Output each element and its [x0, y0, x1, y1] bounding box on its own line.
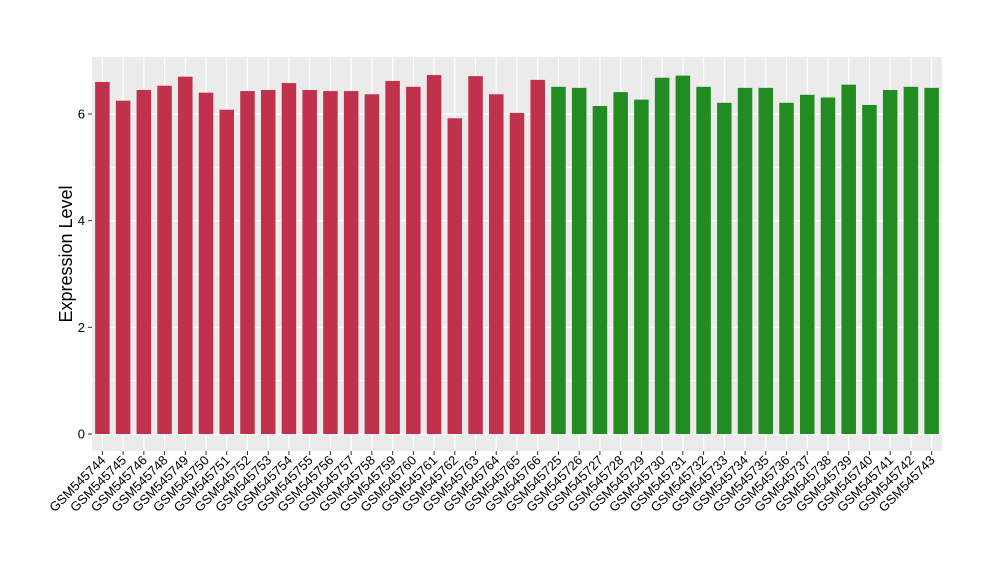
- y-axis: 0 2 4 6: [78, 107, 92, 442]
- bar-GSM545760: [406, 86, 421, 435]
- bar-GSM545765: [509, 112, 525, 434]
- y-tick-label: 6: [78, 107, 85, 122]
- bar-GSM545734: [737, 87, 753, 434]
- bar-GSM545748: [157, 85, 172, 434]
- bar-GSM545725: [551, 86, 566, 435]
- bar-GSM545764: [489, 94, 504, 435]
- bar-GSM545766: [530, 79, 545, 434]
- bar-GSM545762: [447, 118, 463, 435]
- bar-GSM545735: [758, 87, 774, 434]
- y-tick-label: 0: [78, 427, 85, 442]
- bar-GSM545756: [323, 91, 338, 435]
- bar-GSM545727: [592, 106, 608, 434]
- bar-GSM545726: [571, 87, 587, 434]
- bar-GSM545754: [281, 83, 297, 435]
- bar-GSM545729: [634, 99, 649, 434]
- bars: [95, 75, 939, 435]
- bar-GSM545736: [779, 102, 794, 435]
- bar-GSM545749: [178, 76, 193, 435]
- y-tick-label: 4: [78, 213, 85, 228]
- bar-GSM545744: [95, 82, 110, 434]
- bar-GSM545738: [820, 97, 836, 434]
- y-tick-label: 2: [78, 320, 85, 335]
- bar-GSM545752: [240, 91, 255, 435]
- bar-GSM545737: [799, 94, 815, 435]
- bar-GSM545745: [115, 100, 131, 435]
- bar-GSM545732: [696, 86, 711, 435]
- bar-GSM545741: [882, 90, 898, 434]
- bar-GSM545751: [219, 109, 235, 434]
- bar-GSM545731: [675, 75, 691, 434]
- bar-GSM545739: [841, 84, 856, 435]
- bar-GSM545761: [426, 75, 442, 435]
- bar-GSM545753: [260, 90, 276, 434]
- bar-GSM545740: [862, 104, 877, 434]
- bar-GSM545755: [302, 90, 317, 434]
- bar-GSM545730: [654, 77, 670, 434]
- y-axis-title: Expression Level: [56, 185, 76, 322]
- bar-GSM545733: [717, 102, 732, 435]
- bar-GSM545757: [343, 91, 359, 435]
- bar-GSM545763: [468, 76, 483, 434]
- bar-GSM545746: [136, 90, 152, 434]
- bar-GSM545743: [924, 87, 939, 434]
- bar-GSM545759: [385, 80, 400, 434]
- bar-GSM545728: [613, 92, 628, 434]
- bar-GSM545742: [903, 86, 919, 435]
- bar-GSM545750: [198, 92, 214, 435]
- bar-GSM545758: [364, 94, 380, 435]
- x-axis: GSM545744GSM545745GSM545746GSM545748GSM5…: [46, 451, 938, 515]
